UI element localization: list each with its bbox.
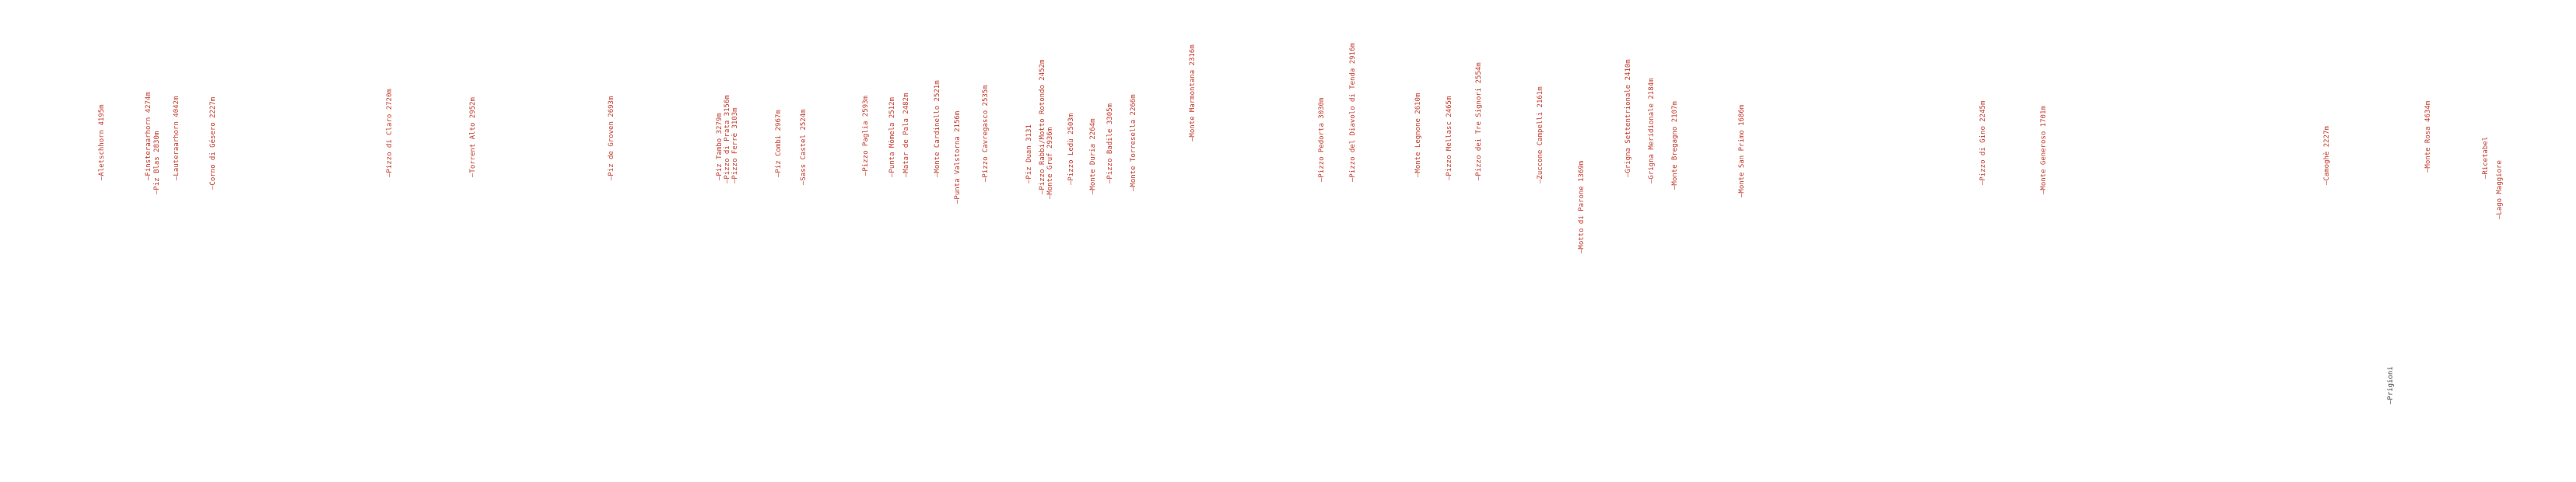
peak-label: —Pizzo del Diavolo di Tenda 2916m — [1349, 43, 1357, 182]
peak-label: —Monte Legnone 2610m — [1414, 93, 1422, 177]
peak-label: —Lago Maggiore — [2496, 160, 2504, 219]
peak-label: —Pizzo Badile 3305m — [1106, 103, 1114, 183]
peak-label: —Camoghè 2227m — [2323, 126, 2331, 185]
peak-label: —Pizzo Pedorta 3030m — [1318, 97, 1326, 182]
peak-label: —Monte Rosa 4634m — [2424, 100, 2432, 173]
peak-label: —Monte Generoso 1701m — [2040, 106, 2048, 194]
peak-label: —Pizzo dei Tre Signori 2554m — [1475, 62, 1483, 180]
peak-label: —Pizzo Ferrè 3103m — [731, 107, 739, 183]
peak-label: —Monte Cardinello 2521m — [934, 80, 941, 177]
peak-label: —Punta Mòmela 2512m — [888, 97, 896, 177]
peak-label: —Pizzo Paglia 2593m — [862, 96, 870, 176]
peak-label: —Piz Duan 3131 — [1025, 124, 1033, 183]
peak-label: —Piz Combi 2967m — [775, 110, 783, 177]
peak-label: —Piz de Groven 2693m — [608, 96, 615, 180]
peak-label: —Grigna Settentrionale 2410m — [1624, 59, 1632, 177]
peak-label: —Pizzo Mellasc 2465m — [1446, 96, 1453, 180]
peak-label: —Lauteraarhorn 4042m — [173, 96, 180, 180]
peak-label: —Corno di Gésero 2227m — [209, 96, 217, 190]
peak-label: —Ricetabel — [2482, 136, 2490, 179]
peak-label: —Monte Gruf 2936m — [1046, 127, 1054, 199]
peak-label: —Pizzo di Claro 2720m — [386, 89, 394, 177]
peak-label: —Piz Blas 2830m — [153, 131, 161, 194]
peak-label: —Monte Duria 2264m — [1089, 118, 1097, 194]
peak-label: —Punta Valstorna 2156m — [954, 110, 962, 204]
peak-label: —Zuccone Campelli 2161m — [1537, 86, 1544, 183]
peak-label: —Finsteraarhorn 4274m — [145, 92, 152, 180]
peak-label: —Motto di Parone 1369m — [1578, 160, 1586, 253]
peak-label: —Pizzo Ledù 2503m — [1067, 113, 1075, 185]
peak-label: —Monte Torresella 2266m — [1130, 94, 1137, 191]
peak-label: —Torrent Alto 2952m — [469, 97, 477, 177]
peak-label: —Pizzo Cavregasco 2535m — [982, 85, 990, 182]
peak-label: —Sass Castel 2524m — [800, 109, 808, 185]
peak-label: —Monte Bregagno 2107m — [1671, 101, 1679, 190]
peak-label: —Pizzo di Gino 2245m — [1979, 100, 1987, 185]
peak-label: —Monte Marmontana 2316m — [1189, 44, 1197, 141]
peak-label: —Matar de Pala 2482m — [902, 93, 910, 177]
peak-label: —Prigioni — [2387, 366, 2395, 404]
peak-label: —Aletschhorn 4195m — [98, 104, 106, 180]
peak-label: —Grigna Meridionale 2184m — [1648, 78, 1656, 183]
peak-label: —Monte San Primo 1686m — [1738, 104, 1746, 197]
